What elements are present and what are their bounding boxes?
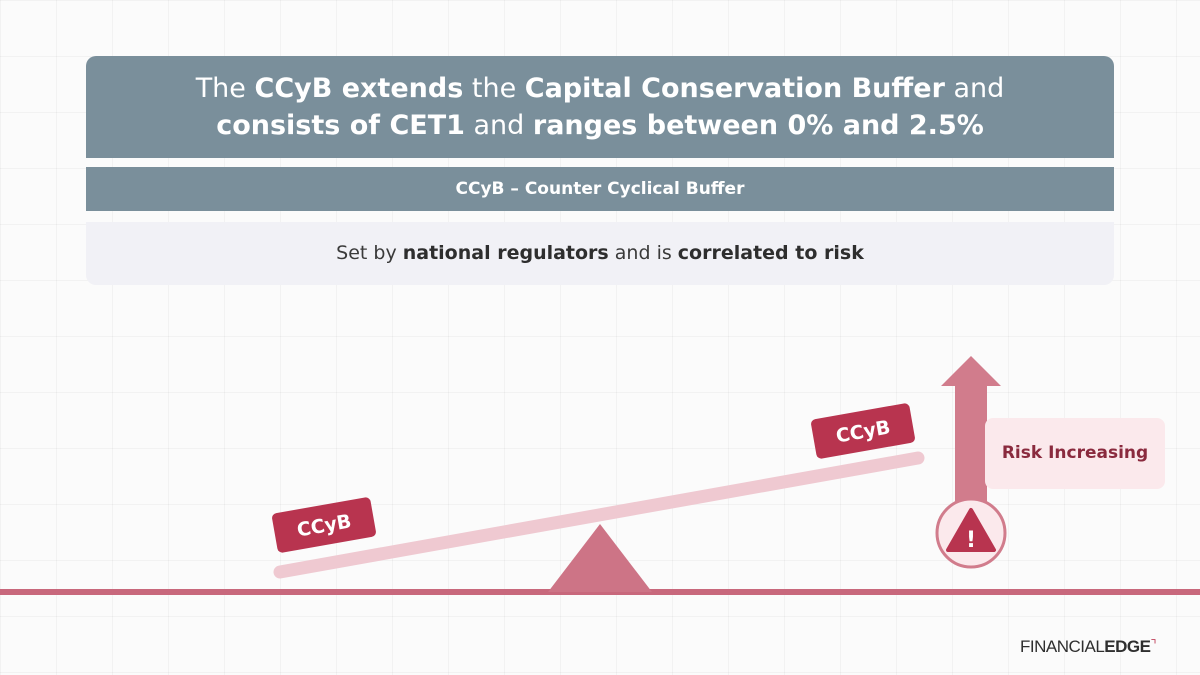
header-text: and bbox=[944, 73, 1005, 104]
header-line-1: The CCyB extends the Capital Conservatio… bbox=[86, 70, 1114, 107]
subtitle-banner: CCyB – Counter Cyclical Buffer bbox=[86, 167, 1114, 211]
info-text-bold: national regulators bbox=[402, 242, 609, 264]
risk-increasing-box: Risk Increasing bbox=[985, 418, 1165, 489]
header-text-bold: consists of CET1 bbox=[216, 110, 465, 141]
warning-symbol: ! bbox=[966, 528, 976, 553]
risk-increasing-label: Risk Increasing bbox=[1001, 443, 1149, 463]
header-text-bold: Capital Conservation Buffer bbox=[524, 73, 945, 104]
left-ccyb-tag: CCyB bbox=[272, 497, 376, 553]
warning-triangle-icon bbox=[946, 508, 996, 552]
logo-text-edge: EDGE bbox=[1104, 637, 1151, 656]
info-text: and is bbox=[608, 242, 678, 264]
header-title: The CCyB extends the Capital Conservatio… bbox=[86, 56, 1114, 158]
seesaw-beam bbox=[273, 451, 925, 579]
header-text-bold: ranges between 0% and 2.5% bbox=[532, 110, 984, 141]
info-text: Set by bbox=[336, 242, 403, 264]
logo-text-financial: FINANCIAL bbox=[1020, 637, 1105, 656]
info-text-bold: correlated to risk bbox=[677, 242, 864, 264]
right-ccyb-tag-bg bbox=[811, 403, 915, 459]
left-ccyb-tag-bg bbox=[272, 497, 376, 553]
header-text: The bbox=[195, 73, 255, 104]
logo-corner-icon: ⌝ bbox=[1150, 637, 1157, 652]
financial-edge-logo: FINANCIALEDGE⌝ bbox=[1020, 637, 1157, 657]
header-text-bold: CCyB extends bbox=[254, 73, 464, 104]
right-ccyb-tag: CCyB bbox=[811, 403, 915, 459]
fulcrum-triangle bbox=[548, 524, 652, 592]
header-text: and bbox=[464, 110, 533, 141]
header-line-2: consists of CET1 and ranges between 0% a… bbox=[86, 107, 1114, 144]
info-banner: Set by national regulators and is correl… bbox=[86, 222, 1114, 285]
subtitle-text: CCyB – Counter Cyclical Buffer bbox=[455, 179, 745, 199]
header-text: the bbox=[463, 73, 525, 104]
